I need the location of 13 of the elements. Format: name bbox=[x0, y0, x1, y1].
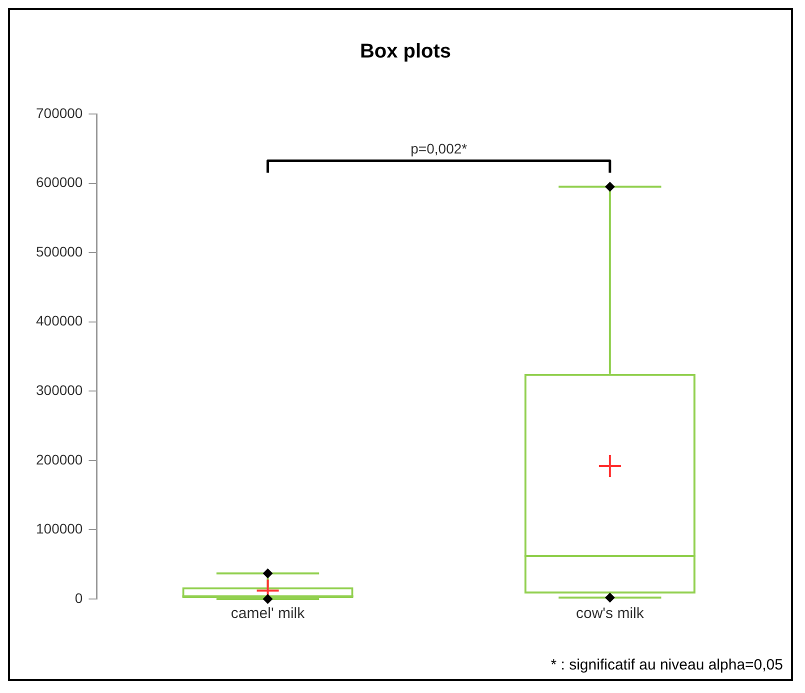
annotation: p=0,002* bbox=[410, 140, 468, 157]
y-tick-label: 700000 bbox=[36, 104, 83, 121]
y-tick-label: 300000 bbox=[36, 382, 83, 398]
x-tick-label: camel' milk bbox=[230, 605, 306, 622]
y-tick-label: 600000 bbox=[36, 174, 83, 190]
x-tick-label: cow's milk bbox=[576, 605, 644, 622]
y-tick-label: 200000 bbox=[36, 451, 83, 468]
y-tick-label: 0 bbox=[74, 590, 83, 606]
y-tick-label: 100000 bbox=[36, 520, 83, 537]
chart-title: Box plots bbox=[360, 40, 452, 63]
y-tick-label: 400000 bbox=[36, 312, 83, 329]
text: * : significatif au niveau alpha=0,05 bbox=[550, 656, 783, 674]
y-tick-label: 500000 bbox=[36, 243, 83, 260]
